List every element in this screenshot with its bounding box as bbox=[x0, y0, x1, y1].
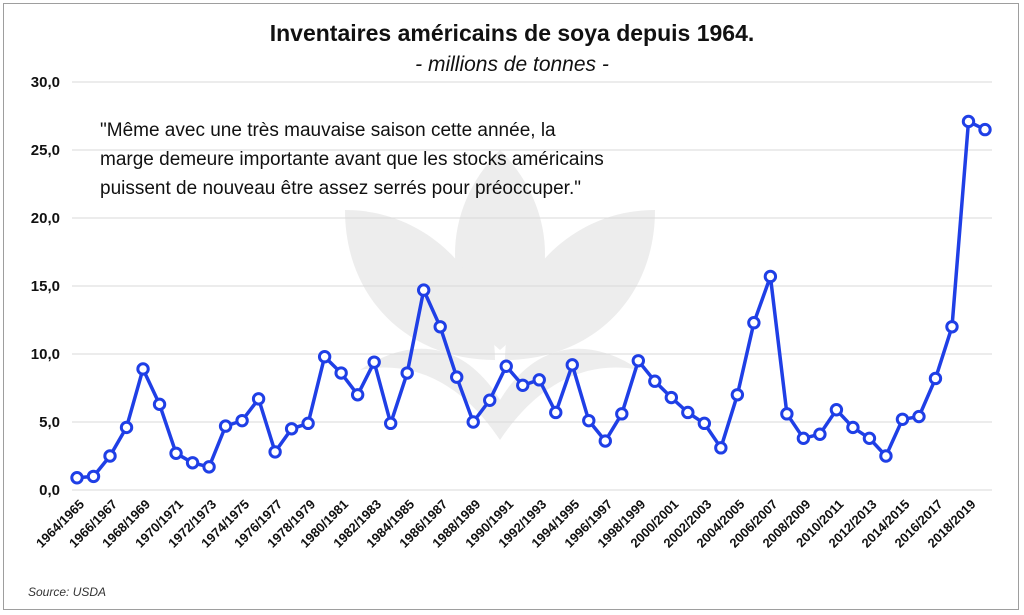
data-point bbox=[681, 405, 695, 420]
data-point bbox=[879, 449, 893, 463]
data-point bbox=[152, 397, 167, 412]
quote-line: "Même avec une très mauvaise saison cett… bbox=[100, 120, 556, 141]
data-point bbox=[416, 283, 431, 297]
data-point bbox=[912, 409, 926, 424]
data-point bbox=[615, 407, 629, 421]
data-point bbox=[383, 416, 398, 431]
y-tick-label: 30,0 bbox=[31, 74, 60, 91]
data-point bbox=[928, 371, 943, 386]
data-point bbox=[119, 420, 134, 435]
data-point bbox=[433, 320, 447, 334]
data-point bbox=[582, 413, 596, 428]
data-point bbox=[945, 320, 959, 334]
data-point bbox=[664, 390, 679, 405]
chart-title: Inventaires américains de soya depuis 19… bbox=[269, 20, 755, 46]
data-point bbox=[103, 449, 117, 463]
source-note: Source: USDA bbox=[28, 585, 107, 599]
data-point bbox=[235, 413, 249, 428]
data-point bbox=[796, 431, 811, 446]
data-point bbox=[780, 407, 794, 421]
data-point bbox=[565, 358, 579, 372]
y-tick-label: 10,0 bbox=[31, 346, 60, 363]
y-tick-label: 20,0 bbox=[31, 210, 60, 227]
data-point bbox=[598, 434, 612, 448]
data-point bbox=[829, 403, 844, 417]
y-tick-label: 0,0 bbox=[39, 482, 60, 499]
y-tick-label: 25,0 bbox=[31, 142, 60, 159]
y-tick-label: 15,0 bbox=[31, 278, 60, 295]
data-point bbox=[730, 388, 745, 402]
data-point bbox=[202, 460, 216, 474]
data-point bbox=[218, 419, 233, 433]
data-point bbox=[367, 355, 381, 369]
data-point bbox=[961, 114, 976, 129]
data-point bbox=[284, 422, 299, 436]
data-point bbox=[846, 420, 860, 435]
data-point bbox=[483, 393, 497, 407]
data-point bbox=[714, 441, 728, 455]
x-axis-tick-labels: 1964/19651966/19671968/19691970/19711972… bbox=[33, 497, 979, 551]
data-point bbox=[136, 362, 150, 376]
data-point bbox=[268, 445, 282, 459]
data-point bbox=[70, 471, 84, 485]
data-point bbox=[763, 269, 778, 284]
data-point bbox=[86, 469, 101, 484]
data-point bbox=[697, 416, 712, 431]
quote-line: marge demeure importante avant que les s… bbox=[100, 149, 604, 170]
quote-line: puissent de nouveau être assez serrés po… bbox=[100, 178, 581, 199]
data-point bbox=[400, 366, 414, 380]
data-point bbox=[251, 392, 266, 406]
data-point bbox=[516, 378, 530, 392]
data-point bbox=[862, 431, 877, 446]
data-point bbox=[813, 427, 827, 441]
data-point bbox=[185, 456, 200, 470]
data-point bbox=[747, 316, 761, 330]
data-point bbox=[334, 366, 348, 380]
data-point bbox=[301, 416, 315, 431]
data-point bbox=[631, 354, 646, 368]
y-tick-label: 5,0 bbox=[39, 414, 60, 431]
data-point bbox=[895, 412, 910, 426]
data-point bbox=[466, 415, 480, 429]
data-point bbox=[532, 373, 546, 387]
data-point bbox=[450, 370, 464, 384]
series-soy-stocks bbox=[70, 114, 992, 485]
data-point bbox=[317, 350, 332, 364]
chart-subtitle: - millions de tonnes - bbox=[415, 53, 609, 76]
data-point bbox=[648, 374, 662, 388]
data-point bbox=[549, 405, 563, 420]
data-point bbox=[978, 122, 992, 137]
data-point bbox=[350, 388, 365, 402]
y-axis-tick-labels: 0,0 5,0 10,0 15,0 20,0 25,0 30,0 bbox=[31, 74, 60, 499]
data-point bbox=[169, 446, 183, 460]
data-point bbox=[499, 359, 513, 373]
quote-annotation: "Même avec une très mauvaise saison cett… bbox=[100, 116, 740, 203]
